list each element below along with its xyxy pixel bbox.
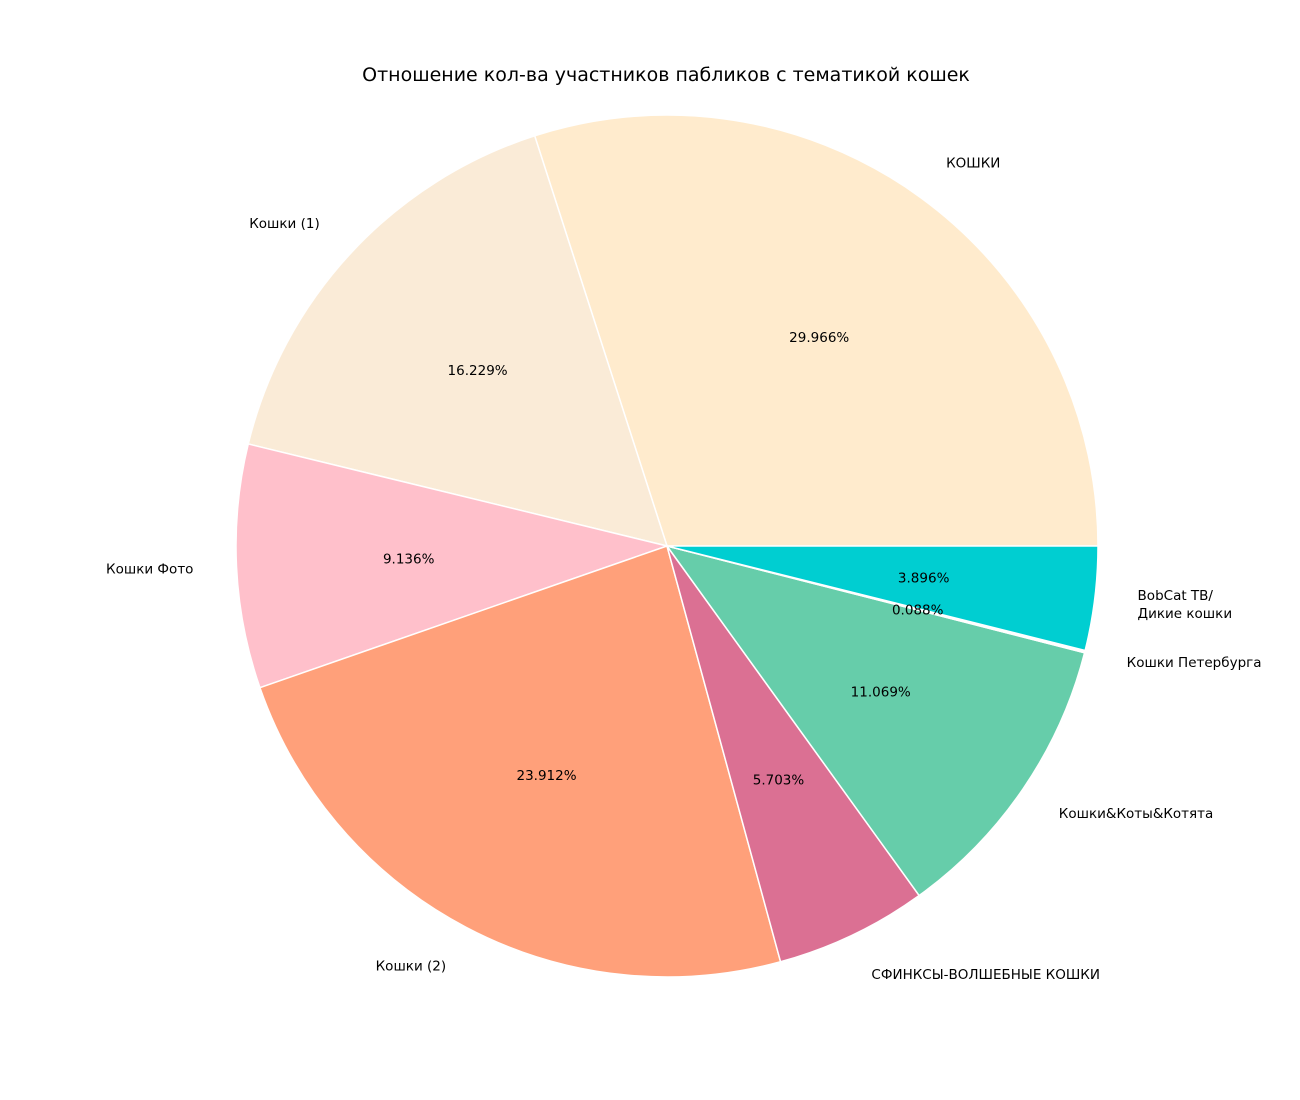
- chart-title: Отношение кол-ва участников пабликов с т…: [362, 64, 970, 86]
- slice-percent-label: 23.912%: [516, 768, 576, 784]
- slice-percent-label: 5.703%: [753, 772, 805, 788]
- slice-labels: КОШКИ Кошки (1) Кошки Фото Кошки (2) СФИНКСЫ…: [106, 156, 1261, 983]
- slice-percent-label: 0.088%: [892, 602, 944, 618]
- slice-percent-label: 16.229%: [448, 363, 508, 379]
- pie-slice: [235, 443, 670, 689]
- slice-label: КОШКИ: [946, 156, 1000, 172]
- pie-slice: [533, 114, 1099, 547]
- pie-slice: [259, 545, 782, 978]
- percent-labels: 29.966% 16.229% 9.136% 23.912% 5.703% 11.069%…: [383, 330, 950, 788]
- slice-label: Кошки (1): [249, 216, 320, 232]
- slice-label: Кошки Фото: [106, 562, 193, 578]
- pie-slice: [665, 544, 1086, 897]
- slice-percent-label: 9.136%: [383, 551, 435, 567]
- slice-label: Кошки Петербурга: [1127, 655, 1262, 671]
- pie-slices: [235, 114, 1099, 978]
- slice-label: BobCat ТВ/Дикие кошки: [1138, 588, 1233, 622]
- pie-slice: [666, 545, 1099, 652]
- pie-slice: [666, 545, 921, 963]
- slice-label: Кошки&Коты&Котята: [1059, 806, 1214, 822]
- slice-percent-label: 3.896%: [898, 571, 950, 587]
- slice-percent-label: 11.069%: [851, 685, 911, 701]
- pie-slice: [247, 134, 669, 548]
- slice-label: Кошки (2): [376, 959, 447, 975]
- slice-label: СФИНКСЫ-ВОЛШЕБНЫЕ КОШКИ: [871, 967, 1100, 983]
- slice-percent-label: 29.966%: [789, 330, 849, 346]
